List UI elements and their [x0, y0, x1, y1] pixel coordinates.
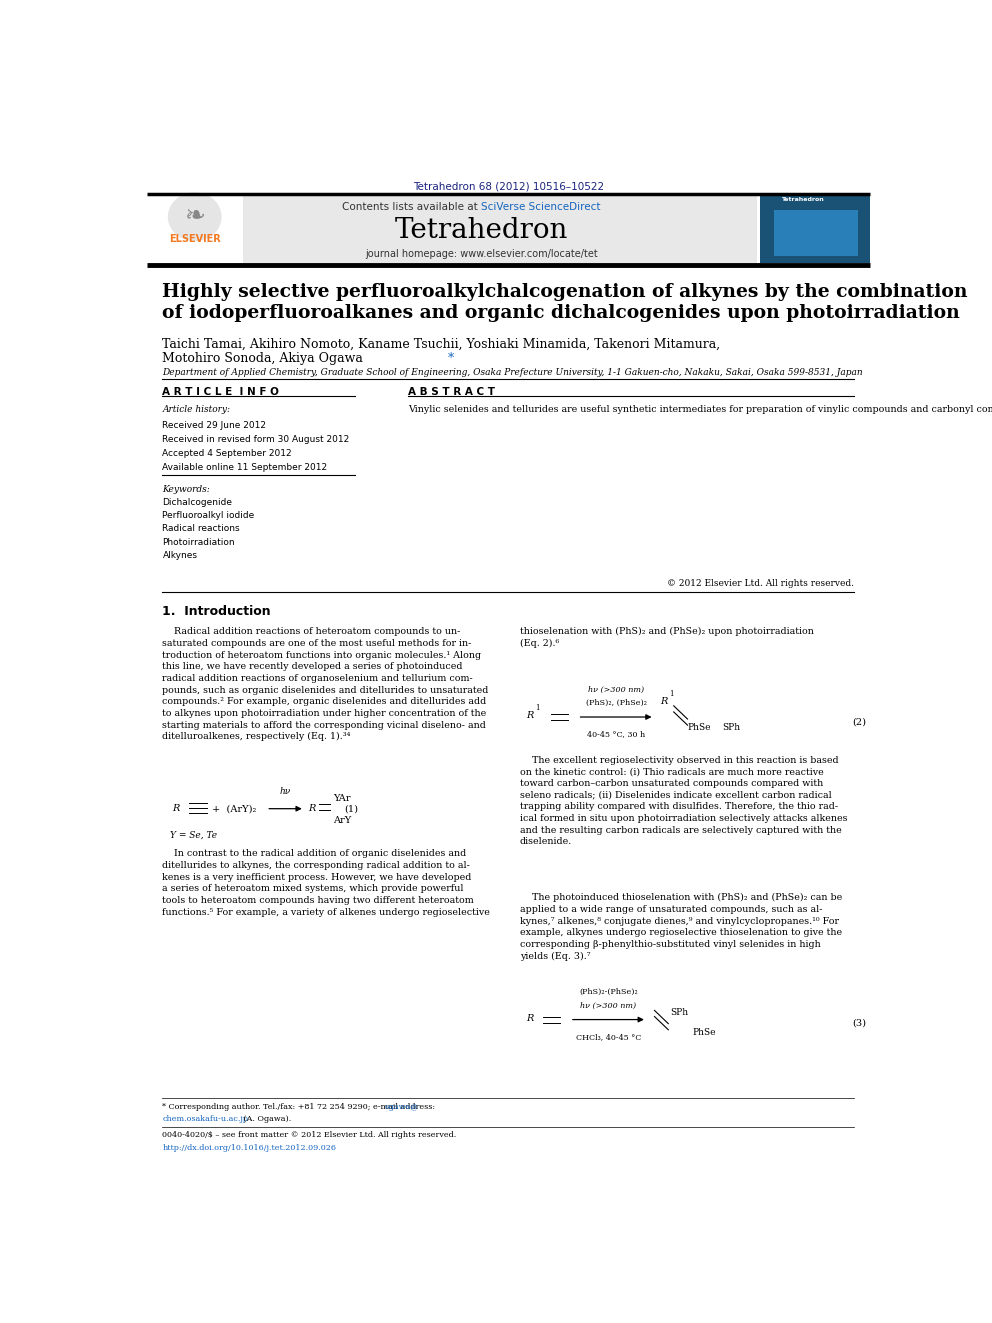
Text: thioselenation with (PhS)₂ and (PhSe)₂ upon photoirradiation
(Eq. 2).⁶: thioselenation with (PhS)₂ and (PhSe)₂ u…: [520, 627, 813, 648]
Text: R: R: [526, 1013, 534, 1023]
Text: Perfluoroalkyl iodide: Perfluoroalkyl iodide: [163, 511, 255, 520]
Text: Department of Applied Chemistry, Graduate School of Engineering, Osaka Prefectur: Department of Applied Chemistry, Graduat…: [163, 368, 863, 377]
Text: Contents lists available at: Contents lists available at: [342, 201, 481, 212]
Text: 1: 1: [536, 704, 540, 712]
Text: R: R: [660, 697, 668, 706]
Bar: [760, 196, 870, 263]
Text: Received in revised form 30 August 2012: Received in revised form 30 August 2012: [163, 435, 350, 443]
Text: SPh: SPh: [722, 722, 740, 732]
Text: Article history:: Article history:: [163, 405, 230, 414]
Text: (PhS)₂-(PhSe)₂: (PhS)₂-(PhSe)₂: [579, 988, 638, 996]
Bar: [147, 196, 243, 263]
Text: Motohiro Sonoda, Akiya Ogawa: Motohiro Sonoda, Akiya Ogawa: [163, 352, 367, 365]
Text: SciVerse ScienceDirect: SciVerse ScienceDirect: [481, 201, 601, 212]
Text: In contrast to the radical addition of organic diselenides and
ditellurides to a: In contrast to the radical addition of o…: [163, 849, 490, 917]
Text: (2): (2): [852, 717, 866, 726]
Text: ArY: ArY: [333, 816, 351, 826]
Text: Tetrahedron 68 (2012) 10516–10522: Tetrahedron 68 (2012) 10516–10522: [413, 181, 604, 191]
Text: R: R: [173, 804, 180, 814]
Text: Dichalcogenide: Dichalcogenide: [163, 497, 232, 507]
Text: 40-45 °C, 30 h: 40-45 °C, 30 h: [587, 730, 645, 738]
Text: © 2012 Elsevier Ltd. All rights reserved.: © 2012 Elsevier Ltd. All rights reserved…: [668, 579, 854, 589]
Text: PhSe: PhSe: [687, 722, 711, 732]
Text: ogawa@: ogawa@: [385, 1103, 419, 1111]
Text: ❧: ❧: [185, 204, 205, 228]
Text: R: R: [309, 804, 315, 814]
Text: (3): (3): [852, 1019, 866, 1027]
Text: http://dx.doi.org/10.1016/j.tet.2012.09.026: http://dx.doi.org/10.1016/j.tet.2012.09.…: [163, 1144, 336, 1152]
Text: The excellent regioselectivity observed in this reaction is based
on the kinetic: The excellent regioselectivity observed …: [520, 755, 847, 847]
Text: Vinylic selenides and tellurides are useful synthetic intermediates for preparat: Vinylic selenides and tellurides are use…: [409, 405, 992, 414]
Bar: [774, 209, 858, 255]
Text: (A. Ogawa).: (A. Ogawa).: [241, 1115, 291, 1123]
Text: 1.  Introduction: 1. Introduction: [163, 605, 271, 618]
Text: Accepted 4 September 2012: Accepted 4 September 2012: [163, 448, 292, 458]
Bar: [147, 196, 758, 263]
Text: * Corresponding author. Tel./fax: +81 72 254 9290; e-mail address:: * Corresponding author. Tel./fax: +81 72…: [163, 1103, 438, 1111]
Text: YAr: YAr: [333, 794, 350, 803]
Text: hν (>300 nm): hν (>300 nm): [580, 1002, 637, 1009]
Text: Radical addition reactions of heteroatom compounds to un-
saturated compounds ar: Radical addition reactions of heteroatom…: [163, 627, 489, 741]
Text: PhSe: PhSe: [692, 1028, 716, 1037]
Text: (1): (1): [344, 804, 358, 814]
Text: *: *: [447, 352, 454, 365]
Text: chem.osakafu-u.ac.jp: chem.osakafu-u.ac.jp: [163, 1115, 248, 1123]
Text: Tetrahedron: Tetrahedron: [782, 197, 824, 202]
Text: Tetrahedron: Tetrahedron: [395, 217, 568, 243]
Text: hν: hν: [280, 787, 291, 796]
Text: 0040-4020/$ – see front matter © 2012 Elsevier Ltd. All rights reserved.: 0040-4020/$ – see front matter © 2012 El…: [163, 1131, 456, 1139]
Text: hν (>300 nm): hν (>300 nm): [588, 685, 644, 693]
Ellipse shape: [168, 192, 221, 241]
Text: journal homepage: www.elsevier.com/locate/tet: journal homepage: www.elsevier.com/locat…: [365, 249, 598, 258]
Text: Alkynes: Alkynes: [163, 550, 197, 560]
Text: Keywords:: Keywords:: [163, 484, 210, 493]
Text: Highly selective perfluoroalkylchalcogenation of alkynes by the combination
of i: Highly selective perfluoroalkylchalcogen…: [163, 283, 968, 321]
Text: The photoinduced thioselenation with (PhS)₂ and (PhSe)₂ can be
applied to a wide: The photoinduced thioselenation with (Ph…: [520, 893, 842, 960]
Text: Radical reactions: Radical reactions: [163, 524, 240, 533]
Text: R: R: [526, 712, 534, 721]
Text: Taichi Tamai, Akihiro Nomoto, Kaname Tsuchii, Yoshiaki Minamida, Takenori Mitamu: Taichi Tamai, Akihiro Nomoto, Kaname Tsu…: [163, 339, 720, 351]
Text: Y = Se, Te: Y = Se, Te: [171, 831, 217, 840]
Text: (PhS)₂, (PhSe)₂: (PhS)₂, (PhSe)₂: [585, 699, 647, 706]
Text: SPh: SPh: [671, 1008, 688, 1017]
Text: 1: 1: [669, 689, 674, 697]
Text: Received 29 June 2012: Received 29 June 2012: [163, 421, 267, 430]
Text: A R T I C L E  I N F O: A R T I C L E I N F O: [163, 386, 280, 397]
Text: A B S T R A C T: A B S T R A C T: [409, 386, 495, 397]
Text: Available online 11 September 2012: Available online 11 September 2012: [163, 463, 327, 472]
Text: ELSEVIER: ELSEVIER: [169, 234, 220, 245]
Text: CHCl₃, 40-45 °C: CHCl₃, 40-45 °C: [575, 1033, 641, 1041]
Text: +  (ArY)₂: + (ArY)₂: [211, 804, 256, 814]
Text: Photoirradiation: Photoirradiation: [163, 537, 235, 546]
